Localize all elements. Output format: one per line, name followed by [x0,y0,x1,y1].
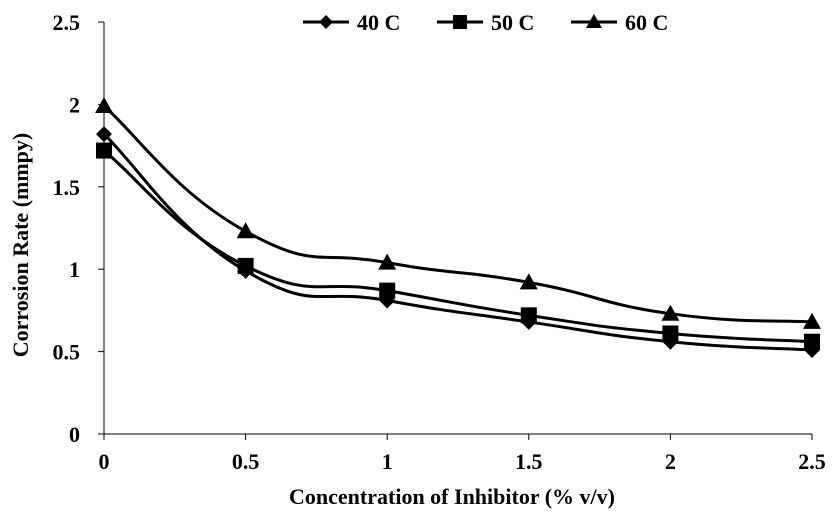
legend-item-40-c: 40 C [303,10,400,35]
legend-marker-40-c [319,15,333,29]
y-axis-title: Corrosion Rate (mmpy) [8,133,33,357]
data-point-60-c [519,273,538,290]
series-60-c [95,97,821,329]
y-tick-label: 0 [69,422,80,447]
data-point-50-c [520,307,537,324]
y-tick-label: 1 [69,257,80,282]
data-point-50-c [237,257,254,274]
legend-item-60-c: 60 C [571,10,668,35]
legend-label-50-c: 50 C [491,10,534,35]
legend-item-50-c: 50 C [437,10,534,35]
data-point-60-c [378,253,397,270]
series-line-60-c [103,104,813,324]
series-50-c [96,142,820,350]
x-tick-label: 0 [99,449,110,474]
legend-marker-50-c [453,15,467,29]
data-point-60-c [95,97,113,114]
x-tick-label: 2 [665,449,676,474]
data-point-50-c [96,142,112,159]
legend-marker-60-c [586,14,602,28]
data-point-50-c [804,333,820,350]
data-point-50-c [662,325,679,342]
axes: 0 0.5 1 1.5 2 2.5 0 0.5 1 1.5 2 2.5 [53,10,826,474]
legend: 40 C 50 C 60 C [303,10,668,35]
x-tick-label: 1 [382,449,393,474]
y-tick-label: 1.5 [53,175,81,200]
series-layer [95,97,821,358]
y-tick-label: 2 [69,92,80,117]
data-point-60-c [661,304,680,321]
x-tick-label: 1.5 [515,449,543,474]
y-tick-label: 0.5 [53,340,81,365]
series-line-50-c [103,149,813,344]
x-tick-label: 0.5 [232,449,260,474]
x-axis-title: Concentration of Inhibitor (% v/v) [289,484,615,509]
data-point-50-c [379,282,396,299]
data-point-40-c [96,126,112,143]
x-tick-label: 2.5 [798,449,826,474]
data-point-60-c [803,312,821,329]
y-tick-label: 2.5 [53,10,81,35]
legend-label-60-c: 60 C [625,10,668,35]
legend-label-40-c: 40 C [357,10,400,35]
data-point-60-c [236,222,255,239]
